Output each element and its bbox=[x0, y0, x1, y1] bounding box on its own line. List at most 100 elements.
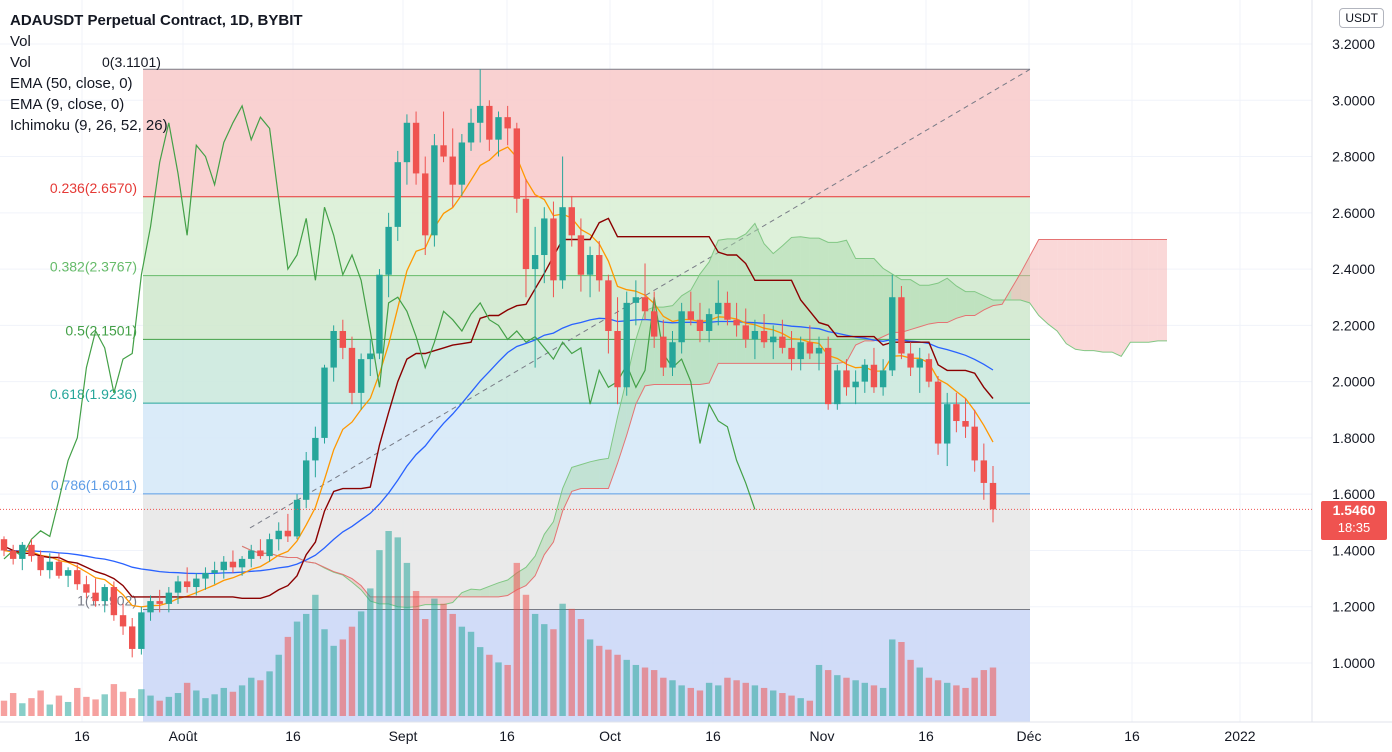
volume-bar bbox=[0, 700, 8, 716]
volume-bar bbox=[779, 693, 786, 716]
volume-bar bbox=[92, 699, 99, 716]
volume-bar bbox=[504, 664, 511, 716]
ema50-line bbox=[3, 317, 994, 575]
volume-bar bbox=[870, 685, 878, 716]
candle-body bbox=[376, 274, 383, 354]
candle-body bbox=[861, 364, 869, 382]
candle-body bbox=[19, 544, 26, 559]
ichimoku-label[interactable]: Ichimoku (9, 26, 52, 26) bbox=[10, 117, 168, 134]
candle-body bbox=[0, 539, 8, 551]
candle-body bbox=[119, 615, 127, 627]
volume-bar bbox=[312, 594, 319, 716]
volume-bar bbox=[348, 626, 356, 716]
symbol-title[interactable]: ADAUSDT Perpetual Contract, 1D, BYBIT bbox=[10, 12, 303, 29]
cloud-segment bbox=[727, 238, 737, 364]
price-tick-label: 2.4000 bbox=[1332, 261, 1375, 277]
volume-bar bbox=[989, 667, 997, 716]
volume-bar bbox=[861, 682, 869, 716]
volume-bar bbox=[449, 613, 456, 716]
candle-body bbox=[64, 570, 72, 576]
volume-bar bbox=[623, 659, 630, 716]
volume-bar bbox=[696, 690, 704, 716]
volume-bar bbox=[934, 680, 942, 716]
volume-bar bbox=[431, 598, 438, 716]
volume-bar bbox=[440, 603, 447, 716]
volume-bar bbox=[138, 689, 145, 716]
volume-bar bbox=[101, 694, 108, 716]
volume-bar bbox=[834, 675, 841, 716]
cloud-segment bbox=[571, 464, 581, 492]
volume-bar bbox=[183, 682, 191, 716]
candle-body bbox=[669, 342, 676, 368]
volume-bar bbox=[980, 670, 988, 716]
volume-bar bbox=[238, 685, 246, 716]
cloud-segment bbox=[599, 458, 609, 489]
candle-body bbox=[138, 612, 145, 649]
fib-band bbox=[143, 403, 1030, 494]
cloud-segment bbox=[745, 223, 755, 364]
candle-body bbox=[55, 561, 63, 576]
time-tick-label: 16 bbox=[705, 728, 721, 744]
candle-body bbox=[980, 460, 988, 483]
vol-label-1[interactable]: Vol bbox=[10, 33, 31, 50]
candle-body bbox=[522, 198, 530, 270]
volume-bar bbox=[275, 654, 282, 716]
candles[interactable] bbox=[0, 69, 997, 658]
fib-level-label: 0.382(2.3767) bbox=[50, 259, 137, 275]
volume-bar bbox=[925, 677, 933, 716]
candle-body bbox=[568, 207, 575, 236]
price-axis[interactable]: 3.2000 3.0000 2.8000 2.6000 2.4000 2.2000 2.00… bbox=[0, 0, 1375, 722]
candle-body bbox=[550, 218, 557, 281]
ema50-label[interactable]: EMA (50, close, 0) bbox=[10, 75, 133, 92]
cloud-segment bbox=[461, 589, 472, 597]
candle-body bbox=[733, 319, 740, 326]
time-axis[interactable]: 16 Août 16 Sept 16 Oct 16 Nov 16 Déc 16 2022 bbox=[0, 721, 1392, 744]
cloud-segment bbox=[1148, 239, 1158, 343]
candle-body bbox=[724, 302, 731, 320]
cloud-segment bbox=[1112, 239, 1122, 357]
volume-bar bbox=[422, 619, 429, 716]
candle-body bbox=[339, 330, 347, 348]
candle-body bbox=[879, 370, 887, 388]
candle-body bbox=[623, 302, 630, 388]
volume-bar bbox=[193, 690, 200, 716]
volume-bar bbox=[650, 670, 658, 716]
candle-body bbox=[449, 156, 456, 185]
candle-body bbox=[220, 561, 227, 571]
candle-body bbox=[660, 336, 667, 368]
cloud-segment bbox=[855, 258, 865, 346]
volume-bar bbox=[550, 629, 557, 716]
candle-body bbox=[422, 173, 429, 236]
volume-bar bbox=[403, 562, 411, 716]
cloud-segment bbox=[1038, 239, 1048, 324]
volume-bar bbox=[257, 680, 264, 716]
volume-bar bbox=[742, 682, 749, 716]
candle-body bbox=[770, 336, 777, 343]
cloud-segment bbox=[351, 578, 362, 590]
volume-bar bbox=[64, 701, 72, 716]
currency-unit-button[interactable]: USDT bbox=[1339, 8, 1384, 28]
volume-bar bbox=[321, 629, 328, 716]
fib-level-label: 0.5(2.1501) bbox=[65, 322, 137, 338]
vol-label-2[interactable]: Vol bbox=[10, 54, 31, 71]
volume-bar bbox=[962, 687, 969, 716]
candle-body bbox=[193, 578, 200, 588]
cloud-segment bbox=[828, 242, 838, 364]
volume-bar bbox=[605, 649, 612, 716]
price-tick-label: 1.2000 bbox=[1332, 599, 1375, 615]
volume-bar bbox=[733, 680, 740, 716]
candle-body bbox=[824, 347, 832, 405]
fib-band bbox=[143, 339, 1030, 404]
candle-body bbox=[284, 530, 292, 537]
candle-body bbox=[797, 342, 804, 360]
time-tick-label: 16 bbox=[499, 728, 515, 744]
cloud-segment bbox=[718, 238, 728, 364]
volume-bar bbox=[971, 677, 978, 716]
volume-bars bbox=[0, 531, 997, 716]
ema9-label[interactable]: EMA (9, close, 0) bbox=[10, 96, 125, 113]
volume-bar bbox=[74, 687, 81, 716]
fib-band bbox=[143, 196, 1030, 276]
cloud-segment bbox=[846, 240, 856, 362]
volume-bar bbox=[458, 626, 466, 716]
